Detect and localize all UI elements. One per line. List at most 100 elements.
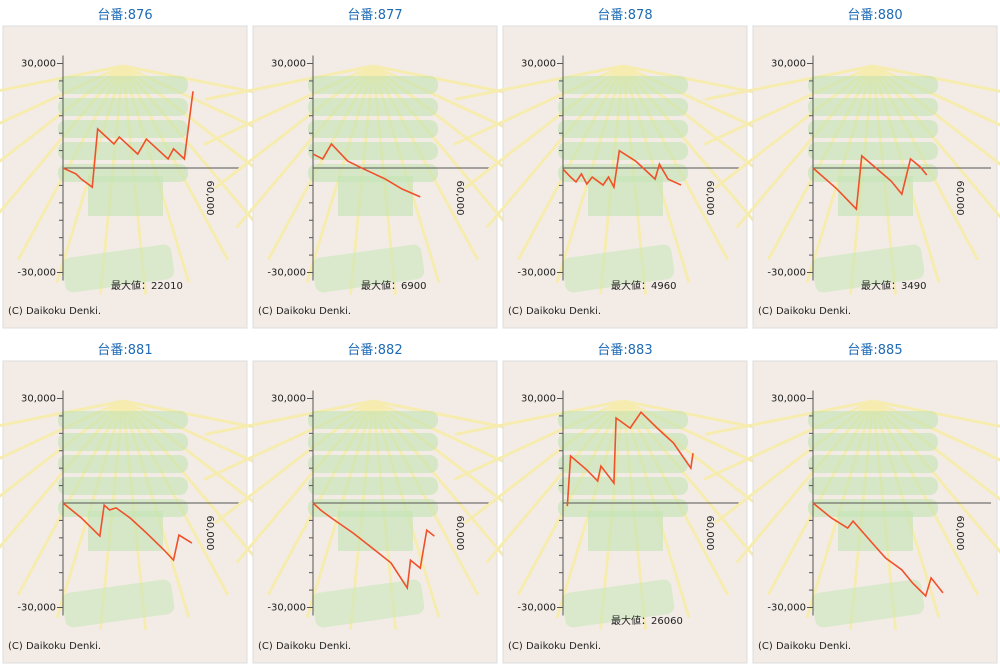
y-tick-label: -30,000	[17, 603, 56, 614]
deco-tray	[58, 477, 188, 495]
ray	[0, 399, 124, 428]
chart-title: 台番:876	[97, 8, 152, 23]
y-tick-label: 30,000	[521, 394, 556, 405]
y-tick-label: 30,000	[771, 394, 806, 405]
deco-tray	[808, 120, 938, 138]
deco-tray	[308, 98, 438, 116]
ray	[204, 399, 374, 436]
deco-tray	[308, 120, 438, 138]
x-tick-label: 60,000	[454, 181, 465, 216]
deco-tray	[58, 411, 188, 429]
y-tick-label: -30,000	[517, 603, 556, 614]
y-tick-label: -30,000	[267, 268, 306, 279]
ray	[454, 64, 624, 101]
deco-tray	[308, 76, 438, 94]
data-line	[312, 502, 435, 591]
deco-tray	[558, 455, 688, 473]
x-tick-label: 60,000	[954, 181, 965, 216]
y-tick-label: -30,000	[517, 268, 556, 279]
y-tick-label: 30,000	[271, 59, 306, 70]
y-tick-label: 30,000	[271, 394, 306, 405]
chart-title: 台番:877	[347, 8, 402, 23]
data-line	[566, 410, 694, 507]
chart-title: 台番:878	[597, 8, 652, 23]
deco-tray	[808, 76, 938, 94]
data-line	[812, 502, 944, 598]
ray	[704, 64, 874, 101]
deco-base	[312, 244, 425, 293]
deco-tray	[558, 142, 688, 160]
deco-tray	[58, 76, 188, 94]
deco-tray	[808, 433, 938, 451]
ray	[0, 64, 124, 93]
y-tick-label: -30,000	[767, 268, 806, 279]
panel: -30,000 30,000 60,000 最大値：26060 (C) Daikoku …	[453, 360, 793, 664]
deco-tray	[58, 120, 188, 138]
panel: -30,000 30,000 60,000 (C) Daikoku Denki.	[703, 360, 1000, 664]
deco-box	[588, 511, 663, 551]
deco-base	[812, 579, 925, 628]
ray	[454, 399, 624, 436]
x-tick-label: 60,000	[204, 181, 215, 216]
footer: (C) Daikoku Denki.	[758, 306, 851, 317]
deco-box	[838, 176, 913, 216]
data-line	[562, 149, 682, 190]
deco-base	[62, 579, 175, 628]
deco-tray	[308, 142, 438, 160]
deco-tray	[558, 411, 688, 429]
deco-tray	[808, 477, 938, 495]
max-annotation: 最大値：22010	[111, 279, 183, 292]
max-annotation: 最大値：6900	[361, 279, 426, 292]
panel: -30,000 30,000 60,000 (C) Daikoku Denki.	[203, 360, 543, 664]
deco-base	[62, 244, 175, 293]
deco-tray	[308, 455, 438, 473]
deco-tray	[58, 433, 188, 451]
data-line	[312, 142, 421, 198]
deco-base	[562, 579, 675, 628]
ray	[204, 64, 374, 101]
x-tick-label: 60,000	[704, 516, 715, 551]
y-tick-label: 30,000	[771, 59, 806, 70]
deco-tray	[558, 433, 688, 451]
footer: (C) Daikoku Denki.	[508, 641, 601, 652]
deco-box	[88, 511, 163, 551]
deco-tray	[558, 76, 688, 94]
chart-title: 台番:885	[847, 343, 902, 358]
y-tick-label: 30,000	[21, 59, 56, 70]
panel: -30,000 30,000 60,000 最大値：6900 (C) Daikoku D…	[203, 25, 543, 329]
footer: (C) Daikoku Denki.	[508, 306, 601, 317]
deco-tray	[558, 98, 688, 116]
deco-tray	[808, 98, 938, 116]
data-line	[62, 91, 194, 189]
deco-tray	[308, 433, 438, 451]
deco-box	[838, 511, 913, 551]
deco-tray	[308, 411, 438, 429]
panel: -30,000 30,000 60,000 最大値：22010 (C) Daikoku …	[0, 25, 293, 329]
y-tick-label: -30,000	[267, 603, 306, 614]
panel: -30,000 30,000 60,000 最大値：4960 (C) Daikoku D…	[453, 25, 793, 329]
y-tick-label: -30,000	[17, 268, 56, 279]
deco-base	[562, 244, 675, 293]
chart-title: 台番:880	[847, 8, 902, 23]
max-annotation: 最大値：26060	[611, 614, 683, 627]
deco-tray	[58, 98, 188, 116]
deco-base	[312, 579, 425, 628]
deco-box	[338, 176, 413, 216]
ray	[704, 399, 874, 436]
deco-tray	[558, 120, 688, 138]
chart-title: 台番:882	[347, 343, 402, 358]
y-tick-label: 30,000	[21, 394, 56, 405]
data-line	[812, 154, 928, 211]
y-tick-label: -30,000	[767, 603, 806, 614]
footer: (C) Daikoku Denki.	[758, 641, 851, 652]
chart-title: 台番:883	[597, 343, 652, 358]
deco-tray	[308, 477, 438, 495]
deco-tray	[808, 411, 938, 429]
deco-box	[88, 176, 163, 216]
max-annotation: 最大値：4960	[611, 279, 676, 292]
footer: (C) Daikoku Denki.	[8, 641, 101, 652]
chart-title: 台番:881	[97, 343, 152, 358]
ray	[872, 64, 1000, 93]
x-tick-label: 60,000	[704, 181, 715, 216]
footer: (C) Daikoku Denki.	[8, 306, 101, 317]
